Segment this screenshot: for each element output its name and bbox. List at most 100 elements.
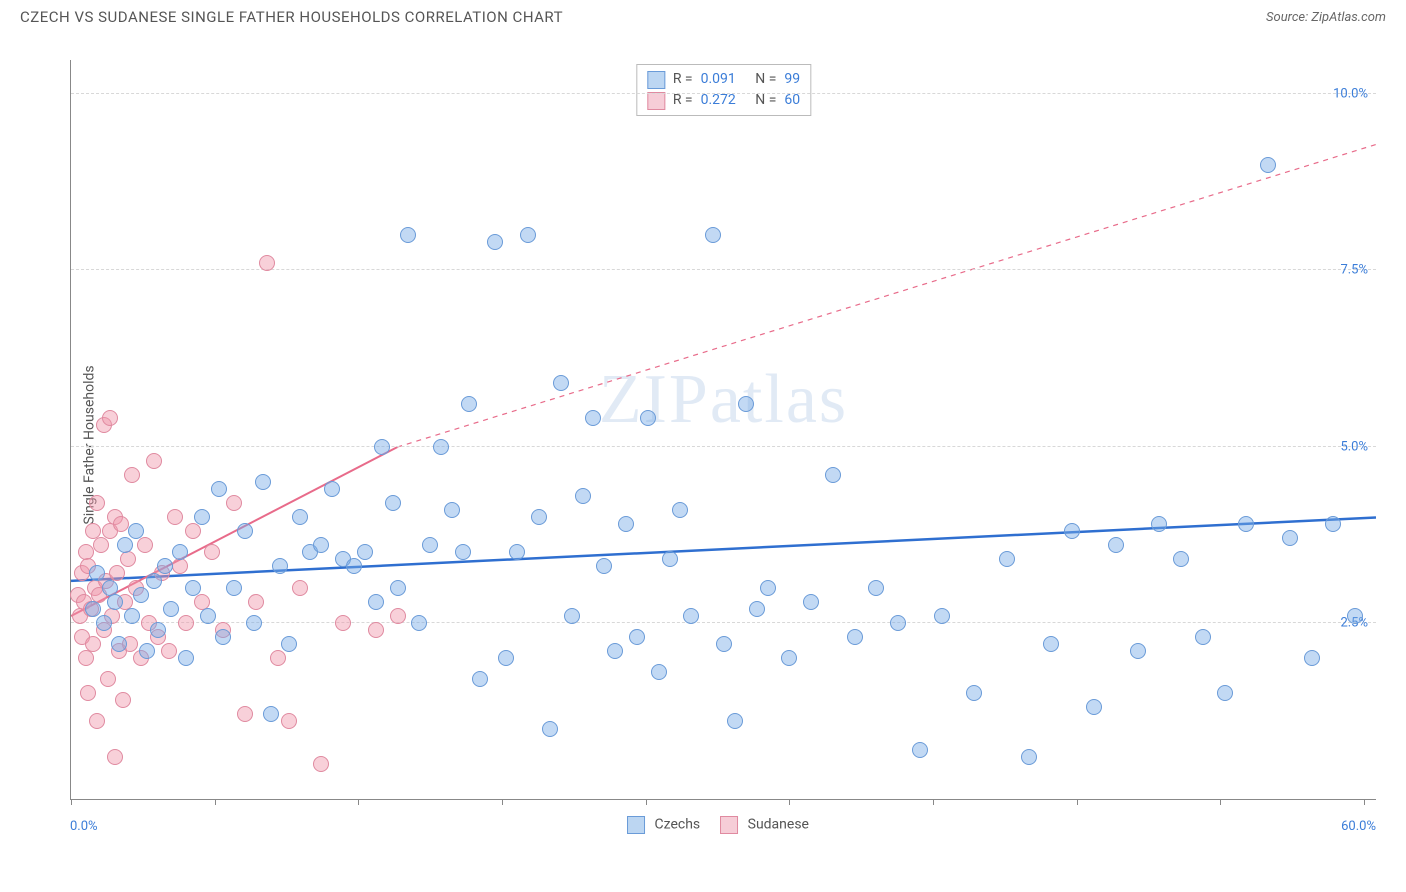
scatter-point-czechs <box>461 396 477 412</box>
scatter-point-czechs <box>651 664 667 680</box>
scatter-point-czechs <box>1043 636 1059 652</box>
scatter-point-czechs <box>890 615 906 631</box>
scatter-point-sudanese <box>368 622 384 638</box>
scatter-point-czechs <box>487 234 503 250</box>
scatter-point-sudanese <box>102 410 118 426</box>
scatter-point-czechs <box>211 481 227 497</box>
scatter-point-czechs <box>157 558 173 574</box>
scatter-point-czechs <box>163 601 179 617</box>
scatter-point-czechs <box>781 650 797 666</box>
scatter-point-sudanese <box>281 713 297 729</box>
scatter-point-czechs <box>868 580 884 596</box>
scatter-point-czechs <box>564 608 580 624</box>
scatter-point-czechs <box>520 227 536 243</box>
scatter-point-czechs <box>374 439 390 455</box>
scatter-point-czechs <box>575 488 591 504</box>
scatter-point-czechs <box>111 636 127 652</box>
scatter-point-sudanese <box>313 756 329 772</box>
scatter-point-czechs <box>1064 523 1080 539</box>
scatter-point-czechs <box>150 622 166 638</box>
scatter-point-czechs <box>1217 685 1233 701</box>
scatter-point-czechs <box>324 481 340 497</box>
scatter-point-czechs <box>596 558 612 574</box>
scatter-point-sudanese <box>146 453 162 469</box>
scatter-point-czechs <box>498 650 514 666</box>
scatter-point-czechs <box>847 629 863 645</box>
scatter-point-czechs <box>1260 157 1276 173</box>
scatter-point-czechs <box>313 537 329 553</box>
x-tick <box>215 799 216 805</box>
scatter-point-czechs <box>966 685 982 701</box>
scatter-point-czechs <box>455 544 471 560</box>
scatter-point-czechs <box>346 558 362 574</box>
scatter-point-czechs <box>1238 516 1254 532</box>
scatter-point-czechs <box>263 706 279 722</box>
scatter-point-sudanese <box>85 636 101 652</box>
stat-R-czechs: 0.091 <box>701 69 736 90</box>
scatter-point-czechs <box>1151 516 1167 532</box>
scatter-point-sudanese <box>124 467 140 483</box>
scatter-point-czechs <box>96 615 112 631</box>
scatter-point-sudanese <box>178 615 194 631</box>
scatter-point-czechs <box>705 227 721 243</box>
x-tick <box>1077 799 1078 805</box>
scatter-point-czechs <box>237 523 253 539</box>
scatter-point-czechs <box>124 608 140 624</box>
trend-lines-layer <box>71 60 1376 799</box>
scatter-point-czechs <box>411 615 427 631</box>
scatter-point-czechs <box>1173 551 1189 567</box>
scatter-point-czechs <box>999 551 1015 567</box>
stats-swatch-czechs <box>647 71 665 89</box>
scatter-point-czechs <box>629 629 645 645</box>
scatter-point-czechs <box>1325 516 1341 532</box>
scatter-point-czechs <box>444 502 460 518</box>
scatter-point-czechs <box>246 615 262 631</box>
scatter-point-czechs <box>422 537 438 553</box>
legend-item-czechs: Czechs <box>627 816 700 834</box>
scatter-point-czechs <box>385 495 401 511</box>
scatter-point-sudanese <box>120 551 136 567</box>
scatter-point-czechs <box>760 580 776 596</box>
scatter-point-sudanese <box>167 509 183 525</box>
scatter-point-sudanese <box>237 706 253 722</box>
scatter-point-czechs <box>200 608 216 624</box>
scatter-point-sudanese <box>107 749 123 765</box>
scatter-point-czechs <box>107 594 123 610</box>
y-tick-label: 7.5% <box>1340 263 1368 278</box>
scatter-point-czechs <box>255 474 271 490</box>
scatter-point-sudanese <box>172 558 188 574</box>
x-tick <box>358 799 359 805</box>
gridline-h <box>71 93 1376 94</box>
scatter-point-czechs <box>215 629 231 645</box>
x-tick <box>1220 799 1221 805</box>
legend-item-sudanese: Sudanese <box>720 816 809 834</box>
scatter-point-czechs <box>934 608 950 624</box>
scatter-point-czechs <box>585 410 601 426</box>
scatter-point-czechs <box>281 636 297 652</box>
legend-label-sudanese: Sudanese <box>748 817 809 833</box>
x-tick <box>1364 799 1365 805</box>
scatter-point-czechs <box>357 544 373 560</box>
x-tick <box>933 799 934 805</box>
bottom-legend: Czechs Sudanese <box>627 816 809 834</box>
scatter-point-sudanese <box>390 608 406 624</box>
scatter-point-czechs <box>226 580 242 596</box>
scatter-point-sudanese <box>204 544 220 560</box>
scatter-point-czechs <box>738 396 754 412</box>
scatter-point-czechs <box>139 643 155 659</box>
scatter-point-sudanese <box>89 495 105 511</box>
chart-container: Single Father Households ZIPatlas R = 0.… <box>50 50 1386 840</box>
stats-row-czechs: R = 0.091 N = 99 <box>647 69 800 90</box>
scatter-point-czechs <box>672 502 688 518</box>
scatter-point-czechs <box>912 742 928 758</box>
scatter-point-sudanese <box>80 685 96 701</box>
scatter-point-czechs <box>531 509 547 525</box>
x-tick <box>789 799 790 805</box>
scatter-point-czechs <box>509 544 525 560</box>
scatter-point-sudanese <box>185 523 201 539</box>
y-tick-label: 5.0% <box>1340 439 1368 454</box>
scatter-point-czechs <box>1021 749 1037 765</box>
scatter-point-czechs <box>727 713 743 729</box>
scatter-point-sudanese <box>335 615 351 631</box>
scatter-point-czechs <box>803 594 819 610</box>
